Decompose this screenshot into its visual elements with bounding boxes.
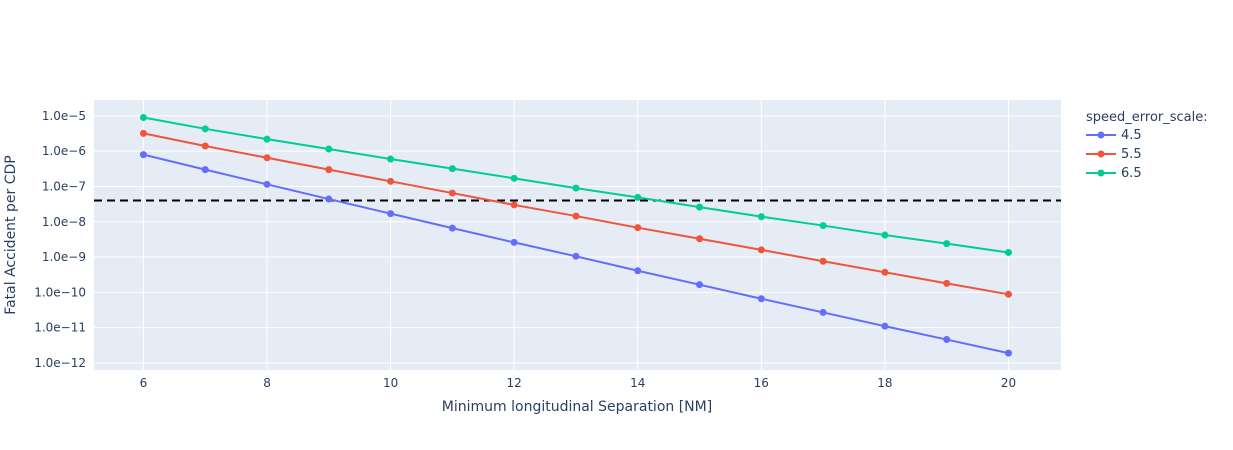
legend-item: 5.5 (1086, 147, 1142, 162)
data-point (139, 129, 147, 137)
data-point (881, 231, 889, 239)
series-group (139, 113, 1012, 357)
data-point (387, 210, 395, 218)
legend-item: 4.5 (1086, 128, 1142, 143)
data-point (387, 177, 395, 185)
y-tick-label: 1.0e−9 (42, 250, 86, 264)
x-tick-label: 18 (877, 376, 892, 390)
data-point (448, 189, 456, 197)
data-point (201, 125, 209, 133)
data-point (634, 267, 642, 275)
legend-swatch-marker (1097, 169, 1105, 177)
data-point (263, 135, 271, 143)
data-point (696, 281, 704, 289)
data-point (634, 193, 642, 201)
y-axis-ticks: 1.0e−5 1.0e−6 1.0e−7 1.0e−8 1.0e−9 1.0e−10 1.0… (34, 109, 86, 370)
data-point (510, 238, 518, 246)
legend-swatch-marker (1097, 150, 1105, 158)
y-tick-label: 1.0e−8 (42, 215, 86, 229)
data-point (696, 235, 704, 243)
y-tick-label: 1.0e−10 (34, 285, 86, 299)
data-point (263, 154, 271, 162)
data-point (572, 252, 580, 260)
legend: speed_error_scale: 4.5 5.5 6.5 (1086, 110, 1208, 181)
data-point (881, 322, 889, 330)
data-point (448, 165, 456, 173)
y-tick-label: 1.0e−7 (42, 179, 86, 193)
data-point (819, 257, 827, 265)
data-point (943, 279, 951, 287)
data-point (448, 224, 456, 232)
data-point (139, 113, 147, 121)
y-tick-label: 1.0e−5 (42, 109, 86, 123)
y-tick-label: 1.0e−12 (34, 356, 86, 370)
data-point (757, 213, 765, 221)
data-point (943, 240, 951, 248)
data-point (819, 308, 827, 316)
data-point (387, 155, 395, 163)
data-point (696, 203, 704, 211)
x-tick-label: 14 (630, 376, 645, 390)
data-point (634, 224, 642, 232)
plot-background (94, 100, 1061, 370)
data-point (201, 166, 209, 174)
legend-label: 4.5 (1121, 128, 1142, 143)
x-tick-label: 12 (507, 376, 522, 390)
data-point (757, 295, 765, 303)
series-5-5 (139, 129, 1012, 298)
series-6-5 (139, 113, 1012, 256)
legend-title: speed_error_scale: (1086, 110, 1208, 125)
x-axis-title: Minimum longitudinal Separation [NM] (442, 399, 712, 415)
data-point (201, 142, 209, 150)
y-axis-title: Fatal Accident per CDP (3, 155, 19, 314)
legend-label: 6.5 (1121, 166, 1142, 181)
data-point (325, 145, 333, 153)
data-point (819, 222, 827, 230)
data-point (1004, 349, 1012, 357)
data-point (263, 180, 271, 188)
x-axis-ticks: 6 8 10 12 14 16 18 20 (140, 376, 1017, 390)
x-tick-label: 10 (383, 376, 398, 390)
data-point (943, 336, 951, 344)
data-point (572, 184, 580, 192)
legend-swatch-marker (1097, 131, 1105, 139)
data-point (510, 201, 518, 209)
data-point (757, 246, 765, 254)
x-tick-label: 16 (754, 376, 769, 390)
data-point (510, 174, 518, 182)
data-point (881, 268, 889, 276)
x-tick-label: 20 (1001, 376, 1016, 390)
legend-item: 6.5 (1086, 166, 1142, 181)
x-tick-label: 6 (140, 376, 148, 390)
legend-label: 5.5 (1121, 147, 1142, 162)
data-point (325, 195, 333, 203)
data-point (1004, 290, 1012, 298)
data-point (139, 151, 147, 159)
data-point (1004, 248, 1012, 256)
data-point (325, 166, 333, 174)
y-tick-label: 1.0e−11 (34, 321, 86, 335)
y-tick-label: 1.0e−6 (42, 144, 86, 158)
series-4-5 (139, 151, 1012, 357)
x-tick-label: 8 (263, 376, 271, 390)
data-point (572, 212, 580, 220)
